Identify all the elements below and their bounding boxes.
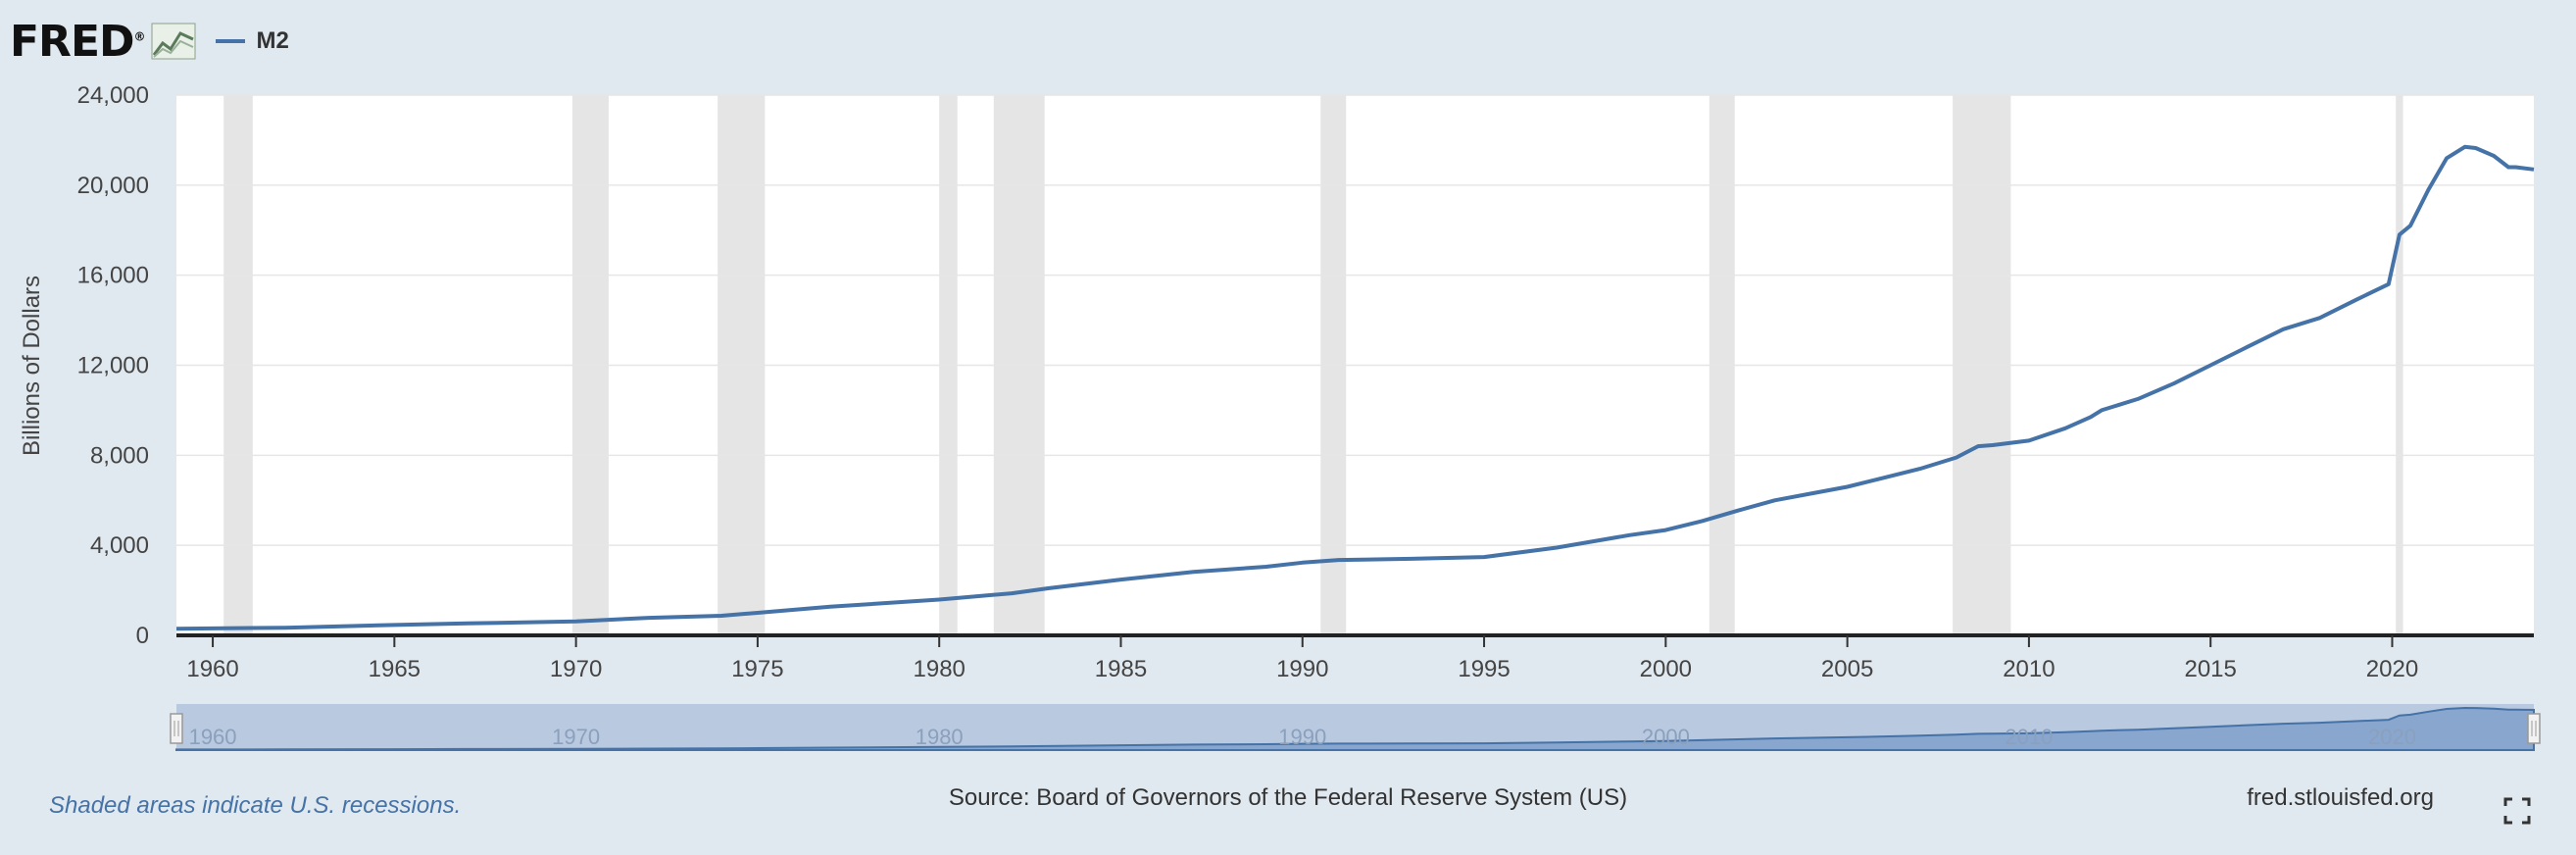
y-tick-label: 0 bbox=[136, 623, 149, 649]
x-axis: 1960 1965 1970 1975 1980 1985 1990 1995 2000 2005… bbox=[176, 633, 2534, 682]
y-tick-label: 8,000 bbox=[90, 442, 149, 469]
x-tick-label: 2020 bbox=[2366, 656, 2418, 682]
navigator-handle-right[interactable] bbox=[2527, 713, 2541, 744]
line-graph-icon bbox=[151, 23, 196, 60]
x-tick-label: 1990 bbox=[1276, 656, 1328, 682]
x-tick-label: 1960 bbox=[186, 656, 238, 682]
x-tick-label: 2015 bbox=[2184, 656, 2236, 682]
x-tick-label: 1970 bbox=[550, 656, 602, 682]
navigator-label: 2000 bbox=[1642, 725, 1690, 749]
site-link[interactable]: fred.stlouisfed.org bbox=[2247, 784, 2434, 811]
legend-label: M2 bbox=[256, 27, 289, 54]
x-tick-label: 2000 bbox=[1640, 656, 1692, 682]
navigator-handle-left[interactable] bbox=[170, 713, 183, 744]
y-tick-label: 24,000 bbox=[77, 82, 149, 109]
x-tick-label: 1965 bbox=[369, 656, 421, 682]
series-legend[interactable]: M2 bbox=[215, 27, 289, 55]
y-axis-label: Billions of Dollars bbox=[19, 276, 45, 456]
y-tick-label: 20,000 bbox=[77, 173, 149, 199]
x-tick-label: 1985 bbox=[1095, 656, 1147, 682]
y-tick-label: 4,000 bbox=[90, 532, 149, 559]
series-line bbox=[175, 144, 2535, 631]
x-tick-label: 1995 bbox=[1458, 656, 1510, 682]
series-line-m2 bbox=[175, 144, 2535, 631]
handle-body bbox=[170, 713, 183, 744]
y-tick-label: 12,000 bbox=[77, 353, 149, 379]
navigator-label: 2010 bbox=[2005, 725, 2053, 749]
x-tick-label: 1975 bbox=[731, 656, 783, 682]
legend-swatch bbox=[215, 39, 245, 43]
x-tick-label: 2005 bbox=[1821, 656, 1873, 682]
y-tick-label: 16,000 bbox=[77, 263, 149, 289]
navigator-series-area bbox=[175, 706, 2535, 751]
logo-registered-mark: ® bbox=[133, 28, 146, 43]
handle-body bbox=[2527, 713, 2541, 744]
navigator-label: 1980 bbox=[916, 725, 964, 749]
y-axis: 0 4,000 8,000 12,000 16,000 20,000 24,000 bbox=[77, 82, 149, 649]
navigator-label: 1970 bbox=[552, 725, 600, 749]
range-navigator[interactable]: 1960 1970 1980 1990 2000 2010 2020 bbox=[170, 704, 2541, 751]
fullscreen-icon[interactable] bbox=[2503, 797, 2531, 825]
navigator-label: 1960 bbox=[189, 725, 237, 749]
recession-note: Shaded areas indicate U.S. recessions. bbox=[49, 792, 462, 819]
x-tick-label: 2010 bbox=[2003, 656, 2055, 682]
fred-logo[interactable]: FRED® bbox=[10, 16, 146, 67]
navigator-label: 1990 bbox=[1278, 725, 1326, 749]
navigator-label: 2020 bbox=[2368, 725, 2416, 749]
source-text: Source: Board of Governors of the Federa… bbox=[948, 784, 1628, 811]
chart-header: FRED® M2 bbox=[10, 12, 289, 71]
logo-text: FRED bbox=[10, 16, 135, 67]
x-tick-label: 1980 bbox=[914, 656, 966, 682]
gridlines bbox=[176, 94, 2534, 546]
